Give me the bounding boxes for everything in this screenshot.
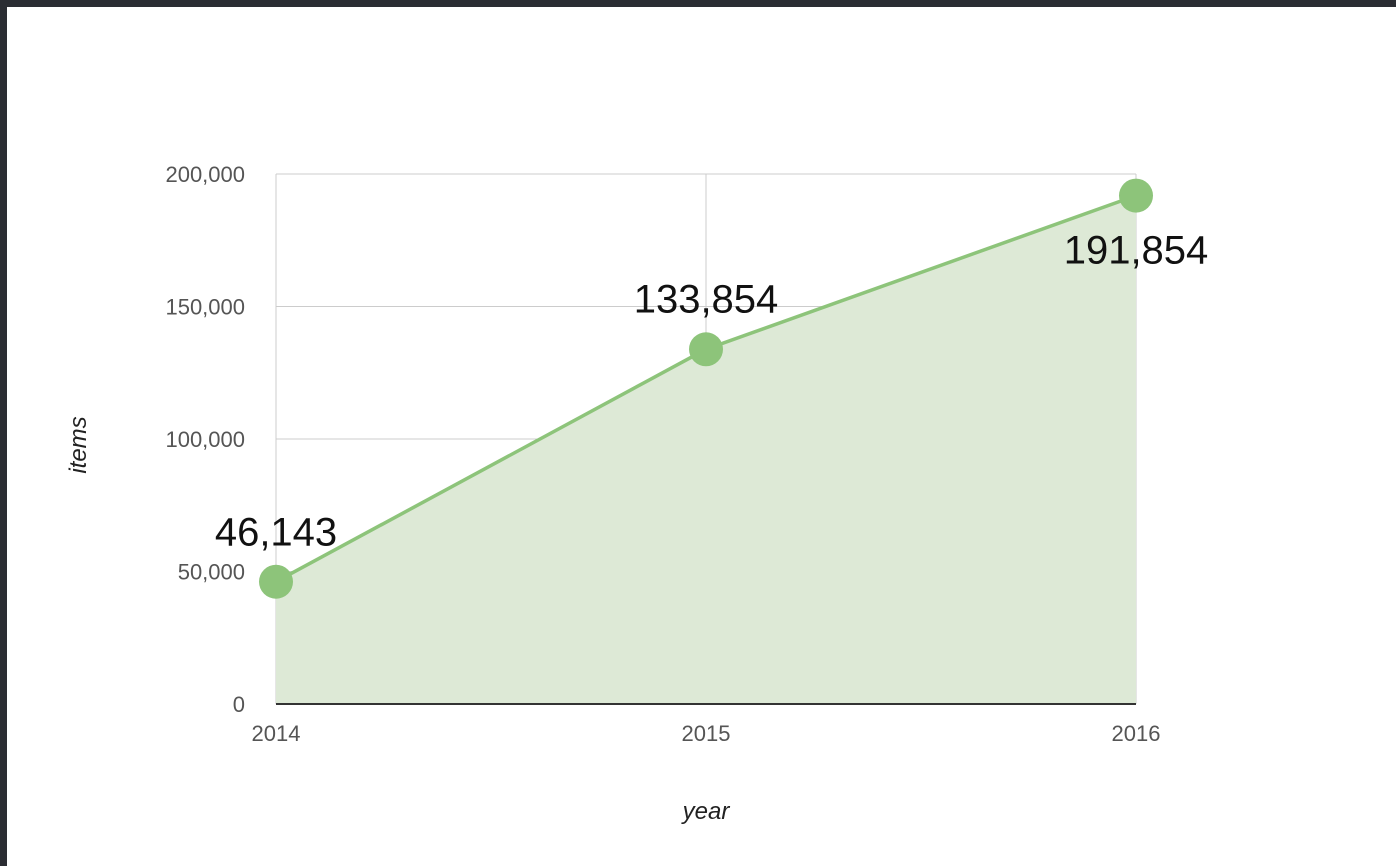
x-tick-label: 2016	[1112, 721, 1161, 746]
y-tick-label: 200,000	[165, 162, 245, 187]
chart-canvas: 0 50,000 100,000 150,000 200,000 2014 2015 201…	[7, 7, 1396, 866]
y-tick-label: 150,000	[165, 295, 245, 320]
data-labels: 46,143 133,854 191,854	[215, 229, 1208, 555]
x-axis-title: year	[681, 798, 731, 825]
data-point	[259, 564, 293, 599]
y-tick-label: 100,000	[165, 427, 245, 452]
y-tick-label: 50,000	[178, 560, 245, 585]
area-fill	[276, 195, 1136, 704]
y-tick-labels: 0 50,000 100,000 150,000 200,000	[165, 162, 245, 717]
y-tick-label: 0	[233, 692, 245, 717]
markers	[259, 178, 1153, 599]
y-axis-title: items	[65, 416, 92, 473]
data-label: 191,854	[1064, 229, 1209, 273]
data-point	[1119, 178, 1153, 213]
data-label: 133,854	[634, 277, 779, 321]
x-tick-labels: 2014 2015 2016	[252, 721, 1161, 746]
data-point	[689, 332, 723, 367]
data-label: 46,143	[215, 511, 337, 555]
x-tick-label: 2015	[682, 721, 731, 746]
x-tick-label: 2014	[252, 721, 301, 746]
